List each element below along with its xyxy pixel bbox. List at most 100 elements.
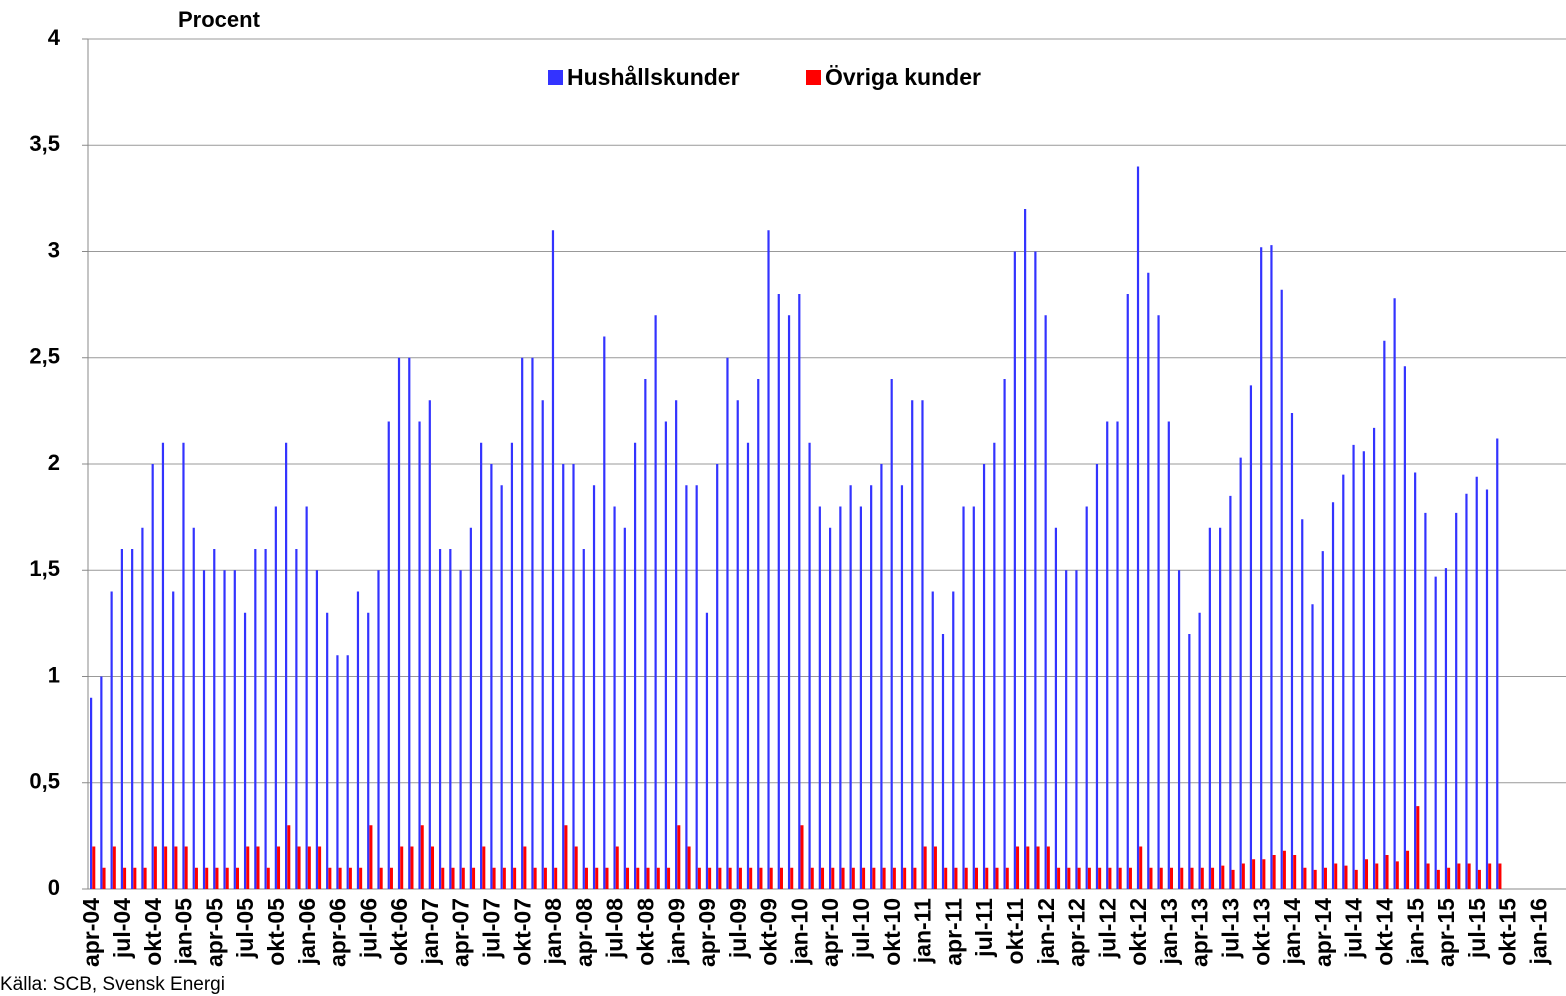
bar xyxy=(982,464,986,889)
bar xyxy=(1323,867,1327,889)
bar xyxy=(1270,245,1273,889)
bar xyxy=(972,506,975,889)
bar xyxy=(633,442,637,889)
bar xyxy=(1167,421,1170,889)
bar xyxy=(790,867,794,889)
bar xyxy=(1054,527,1058,889)
bar xyxy=(667,867,671,889)
bar xyxy=(1424,512,1427,889)
bar xyxy=(808,442,811,889)
bar xyxy=(459,570,462,889)
x-tick-label: okt-13 xyxy=(1248,898,1274,966)
bar xyxy=(274,506,277,889)
bar xyxy=(90,697,93,889)
bar xyxy=(1159,867,1163,889)
x-tick-label: okt-12 xyxy=(1125,898,1151,966)
bar xyxy=(1467,863,1471,889)
bar xyxy=(338,867,342,889)
bar xyxy=(215,867,219,889)
bar xyxy=(451,867,455,889)
bar xyxy=(1301,519,1304,889)
bar xyxy=(779,867,783,889)
bar xyxy=(307,846,311,889)
x-tick-label: jan-12 xyxy=(1033,898,1059,965)
x-tick-label: jul-14 xyxy=(1341,898,1367,959)
bar xyxy=(543,867,547,889)
bar xyxy=(233,570,236,889)
bar xyxy=(1126,294,1129,889)
bar xyxy=(1465,493,1468,889)
bar xyxy=(798,294,801,889)
bar xyxy=(582,549,585,889)
x-tick-label: apr-15 xyxy=(1433,898,1459,967)
legend-swatch xyxy=(548,70,563,85)
bar xyxy=(646,867,650,889)
bar xyxy=(202,570,206,889)
x-tick-label: apr-05 xyxy=(201,898,227,967)
x-tick-label: okt-11 xyxy=(1002,898,1028,965)
bar xyxy=(1280,289,1283,889)
bar xyxy=(1416,806,1420,889)
bar xyxy=(872,867,876,889)
x-tick-label: jan-08 xyxy=(540,898,566,966)
bar xyxy=(389,867,393,889)
bar xyxy=(746,442,750,889)
bar xyxy=(133,867,137,889)
x-tick-label: jan-05 xyxy=(171,898,197,966)
bar xyxy=(1311,604,1314,889)
bar xyxy=(131,549,134,889)
bar xyxy=(890,379,893,889)
bar xyxy=(318,846,322,889)
bar xyxy=(123,867,127,889)
bar xyxy=(931,591,934,889)
bar xyxy=(143,867,147,889)
bar xyxy=(677,825,681,889)
bar xyxy=(1200,867,1204,889)
bar xyxy=(256,846,260,889)
bar xyxy=(336,655,339,889)
bar xyxy=(923,846,927,889)
y-axis-label: Procent xyxy=(178,7,261,32)
bar xyxy=(1077,867,1081,889)
bar xyxy=(295,549,298,889)
bar xyxy=(1260,247,1263,889)
bar xyxy=(1354,869,1358,889)
bar xyxy=(708,867,712,889)
y-tick-label: 0 xyxy=(48,875,60,900)
bar xyxy=(523,846,527,889)
bar xyxy=(1231,869,1235,889)
bar xyxy=(151,464,154,889)
bar xyxy=(595,867,599,889)
bar xyxy=(1211,867,1215,889)
bar xyxy=(441,867,445,889)
bar xyxy=(1262,859,1266,889)
bar xyxy=(1426,863,1430,889)
bar xyxy=(726,357,729,889)
bar xyxy=(636,867,640,889)
bar xyxy=(348,867,352,889)
bar xyxy=(397,357,401,889)
bar xyxy=(531,357,534,889)
x-tick-label: apr-09 xyxy=(694,898,720,967)
bar xyxy=(153,846,157,889)
legend-label: Hushållskunder xyxy=(567,64,740,90)
bar xyxy=(1272,855,1276,889)
bar xyxy=(490,464,493,889)
bar xyxy=(1457,863,1461,889)
x-tick-label: apr-08 xyxy=(571,898,597,967)
bar xyxy=(418,421,421,889)
bar xyxy=(1365,859,1369,889)
bar xyxy=(697,867,701,889)
bar xyxy=(913,867,917,889)
x-tick-label: jul-09 xyxy=(725,898,751,959)
bar xyxy=(420,825,424,889)
bar xyxy=(941,634,945,889)
x-tick-label: jul-07 xyxy=(479,898,505,959)
bar xyxy=(716,464,719,889)
bar xyxy=(1477,869,1481,889)
x-tick-label: jul-15 xyxy=(1464,898,1490,959)
bar xyxy=(985,867,989,889)
bar xyxy=(1106,421,1109,889)
bar xyxy=(769,867,773,889)
bar xyxy=(685,485,688,889)
